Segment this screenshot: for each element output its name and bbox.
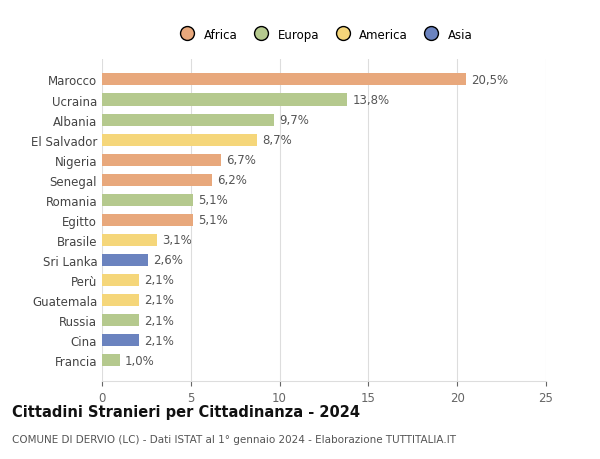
Bar bbox=[102, 114, 274, 126]
Text: 2,1%: 2,1% bbox=[145, 314, 175, 327]
Text: Cittadini Stranieri per Cittadinanza - 2024: Cittadini Stranieri per Cittadinanza - 2… bbox=[12, 404, 360, 419]
Bar bbox=[102, 254, 148, 266]
Text: 5,1%: 5,1% bbox=[198, 194, 227, 207]
Text: 9,7%: 9,7% bbox=[280, 114, 310, 127]
Bar bbox=[102, 94, 347, 106]
Bar bbox=[102, 154, 221, 166]
Bar bbox=[102, 194, 193, 206]
Bar bbox=[102, 354, 120, 366]
Text: 13,8%: 13,8% bbox=[352, 94, 389, 107]
Text: COMUNE DI DERVIO (LC) - Dati ISTAT al 1° gennaio 2024 - Elaborazione TUTTITALIA.: COMUNE DI DERVIO (LC) - Dati ISTAT al 1°… bbox=[12, 434, 456, 444]
Text: 6,7%: 6,7% bbox=[226, 154, 256, 167]
Bar bbox=[102, 214, 193, 226]
Text: 2,1%: 2,1% bbox=[145, 334, 175, 347]
Text: 20,5%: 20,5% bbox=[472, 74, 509, 87]
Bar bbox=[102, 294, 139, 306]
Text: 6,2%: 6,2% bbox=[217, 174, 247, 187]
Text: 2,6%: 2,6% bbox=[154, 254, 184, 267]
Text: 3,1%: 3,1% bbox=[163, 234, 192, 247]
Bar bbox=[102, 174, 212, 186]
Text: 8,7%: 8,7% bbox=[262, 134, 292, 147]
Bar bbox=[102, 274, 139, 286]
Text: 5,1%: 5,1% bbox=[198, 214, 227, 227]
Bar bbox=[102, 74, 466, 86]
Legend: Africa, Europa, America, Asia: Africa, Europa, America, Asia bbox=[170, 24, 478, 46]
Text: 2,1%: 2,1% bbox=[145, 274, 175, 287]
Text: 2,1%: 2,1% bbox=[145, 294, 175, 307]
Bar bbox=[102, 235, 157, 246]
Text: 1,0%: 1,0% bbox=[125, 354, 155, 367]
Bar bbox=[102, 334, 139, 347]
Bar bbox=[102, 314, 139, 326]
Bar bbox=[102, 134, 257, 146]
